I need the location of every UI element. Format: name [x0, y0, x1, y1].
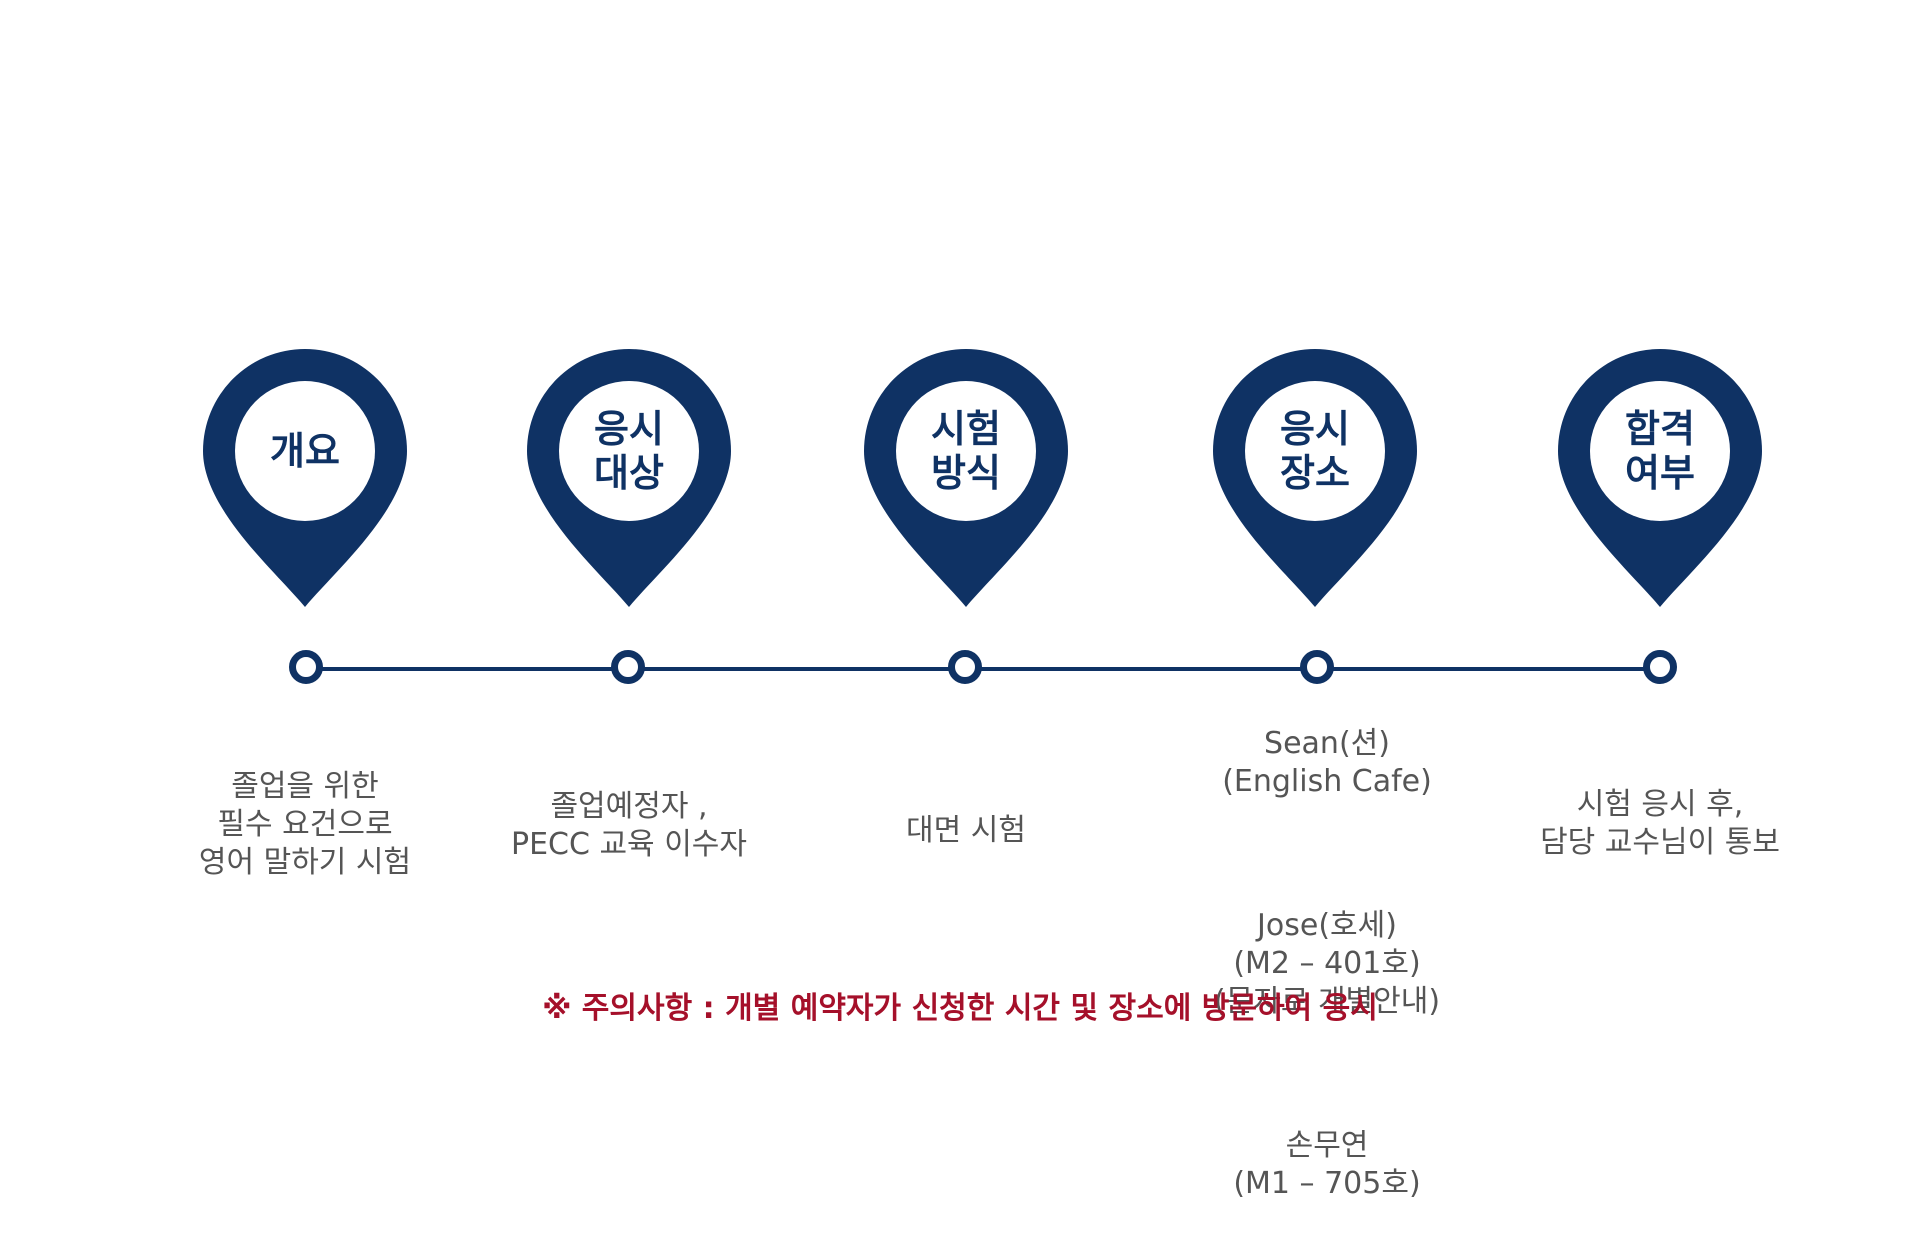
pin-shape — [527, 349, 731, 607]
timeline-dot — [948, 650, 982, 684]
pin-shape — [1558, 349, 1762, 607]
exam-process-diagram: 개요 졸업을 위한 필수 요건으로 영어 말하기 시험 응시 대상 졸업예정자 … — [198, 349, 1780, 1201]
timeline-dot — [1643, 650, 1677, 684]
location-pin-icon: 응시 장소 — [1213, 349, 1417, 607]
step-description-overview: 졸업을 위한 필수 요건으로 영어 말하기 시험 — [198, 769, 412, 880]
step-title-location: 응시 장소 — [1280, 407, 1350, 495]
timeline-dot — [611, 650, 645, 684]
step-title-method: 시험 방식 — [931, 407, 1001, 495]
pin-shape — [1213, 349, 1417, 607]
step-title-result: 합격 여부 — [1625, 407, 1695, 495]
step-description-result: 시험 응시 후, 담당 교수님이 통보 — [1540, 787, 1780, 860]
location-pin-icon: 합격 여부 — [1558, 349, 1762, 607]
location-jose: Jose(호세) (M2 – 401호) (문자로 개별안내) — [1213, 908, 1441, 1019]
step-description-method: 대면 시험 — [906, 813, 1026, 848]
notice-text: ※ 주의사항 : 개별 예약자가 신청한 시간 및 장소에 방문하여 응시 — [542, 991, 1378, 1026]
step-description-eligibility: 졸업예정자 , PECC 교육 이수자 — [510, 789, 747, 862]
location-pin-icon: 시험 방식 — [864, 349, 1068, 607]
location-son: 손무연 (M1 – 705호) — [1233, 1128, 1421, 1201]
timeline-dot — [1300, 650, 1334, 684]
pin-shape — [203, 349, 407, 607]
location-sean: Sean(션) (English Cafe) — [1222, 726, 1432, 799]
location-pin-icon: 응시 대상 — [527, 349, 731, 607]
pin-shape — [864, 349, 1068, 607]
timeline-dot — [289, 650, 323, 684]
step-title-overview: 개요 — [270, 429, 340, 473]
step-description-location: Sean(션) (English Cafe) Jose(호세) (M2 – 40… — [1177, 687, 1477, 1241]
step-title-eligibility: 응시 대상 — [594, 407, 664, 495]
location-pin-icon: 개요 — [203, 349, 407, 607]
